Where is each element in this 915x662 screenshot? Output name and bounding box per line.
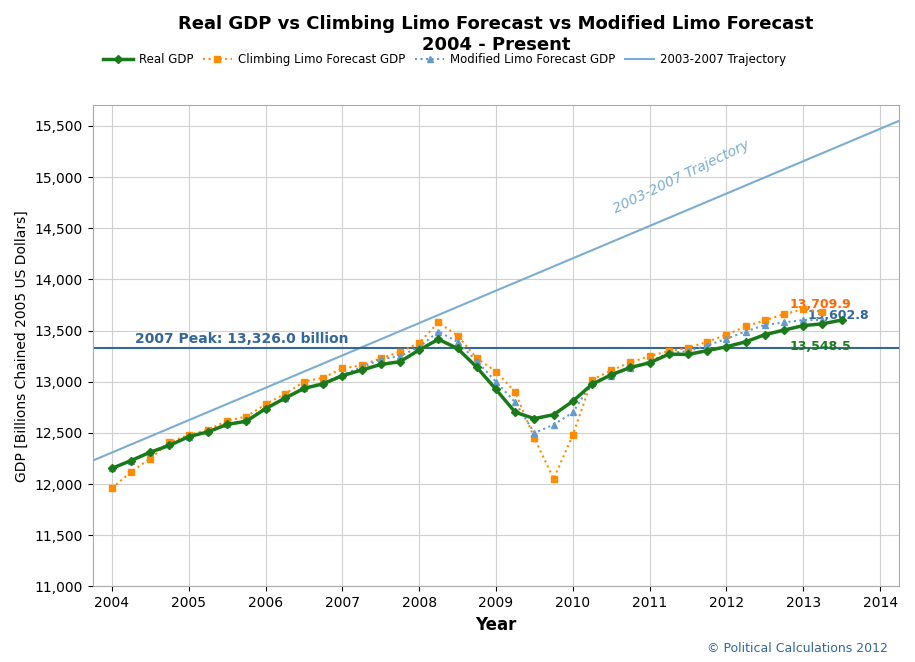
Text: © Political Calculations 2012: © Political Calculations 2012 (706, 642, 888, 655)
Y-axis label: GDP [Billions Chained 2005 US Dollars]: GDP [Billions Chained 2005 US Dollars] (15, 210, 29, 482)
Text: 13,602.8: 13,602.8 (807, 308, 868, 322)
Text: 13,548.5: 13,548.5 (790, 340, 851, 353)
Text: 13,709.9: 13,709.9 (790, 298, 851, 311)
Text: 2007 Peak: 13,326.0 billion: 2007 Peak: 13,326.0 billion (135, 332, 349, 346)
Title: Real GDP vs Climbing Limo Forecast vs Modified Limo Forecast
2004 - Present: Real GDP vs Climbing Limo Forecast vs Mo… (178, 15, 813, 54)
X-axis label: Year: Year (475, 616, 517, 634)
Legend: Real GDP, Climbing Limo Forecast GDP, Modified Limo Forecast GDP, 2003-2007 Traj: Real GDP, Climbing Limo Forecast GDP, Mo… (99, 49, 791, 71)
Text: 2003-2007 Trajectory: 2003-2007 Trajectory (611, 138, 752, 216)
